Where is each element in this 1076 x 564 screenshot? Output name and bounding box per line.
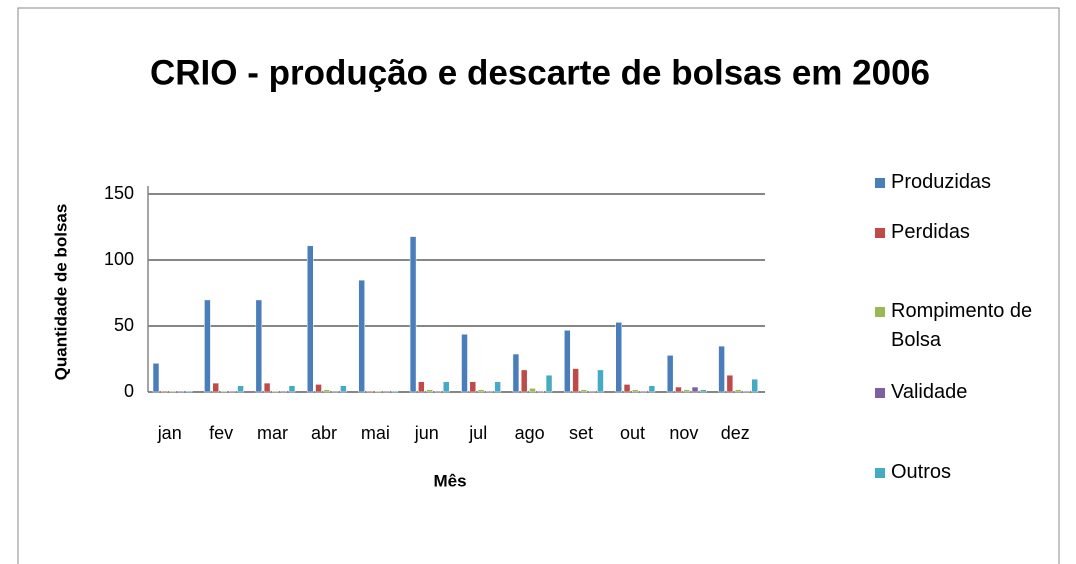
- bar: [597, 369, 604, 393]
- x-tick-label: jun: [414, 423, 439, 443]
- bar: [632, 389, 639, 393]
- legend-label: Outros: [891, 461, 952, 483]
- bar: [152, 363, 160, 393]
- bar: [683, 389, 690, 393]
- legend-item: Rompimento de Bolsa: [875, 297, 1055, 355]
- bar: [477, 389, 485, 393]
- legend-item: Perdidas: [875, 218, 1055, 247]
- bar: [623, 384, 631, 393]
- bar: [374, 390, 382, 393]
- y-tick-label: 100: [104, 249, 134, 269]
- bar: [442, 381, 450, 393]
- bar: [640, 390, 647, 393]
- legend-item: Validade: [875, 378, 1055, 407]
- bar: [237, 385, 244, 393]
- x-tick-label: out: [620, 423, 645, 443]
- x-tick-label: ago: [515, 423, 545, 443]
- legend-label: Validade: [891, 381, 968, 403]
- bar: [486, 390, 493, 393]
- x-axis-label: Mês: [433, 471, 466, 490]
- bar: [229, 390, 236, 393]
- legend-label: Rompimento de Bolsa: [891, 300, 1033, 351]
- bar: [666, 355, 674, 393]
- legend-item: Produzidas: [875, 168, 1055, 197]
- bar: [169, 390, 176, 393]
- bar: [212, 382, 219, 393]
- x-tick-label: mar: [257, 423, 288, 443]
- bar: [280, 390, 287, 393]
- bar: [383, 390, 390, 393]
- chart-title: CRIO - produção e descarte de bolsas em …: [150, 53, 930, 92]
- bar: [220, 390, 228, 393]
- x-tick-label: mai: [361, 423, 390, 443]
- legend-swatch: [875, 468, 885, 478]
- bar: [734, 389, 742, 393]
- legend-swatch: [875, 388, 885, 398]
- bar: [564, 330, 571, 393]
- x-tick-label: nov: [669, 423, 698, 443]
- y-tick-label: 0: [124, 381, 134, 401]
- legend-label: Perdidas: [891, 221, 970, 243]
- x-tick-label: set: [569, 423, 593, 443]
- bar: [691, 386, 699, 393]
- bar: [726, 374, 734, 393]
- legend-label: Produzidas: [891, 171, 992, 193]
- bar: [675, 386, 682, 393]
- x-tick-label: dez: [721, 423, 750, 443]
- bar: [572, 368, 579, 393]
- legend-swatch: [875, 307, 885, 317]
- bar: [409, 236, 417, 393]
- bar: [366, 390, 374, 393]
- bar: [537, 390, 545, 393]
- bar: [529, 388, 536, 393]
- bar: [315, 384, 322, 393]
- bar: [272, 390, 279, 393]
- bar: [469, 381, 477, 393]
- bar: [418, 381, 425, 393]
- bar: [323, 389, 331, 393]
- bar: [545, 374, 553, 393]
- y-tick-label: 150: [104, 183, 134, 203]
- bar: [204, 299, 211, 393]
- y-tick-label: 50: [114, 315, 134, 335]
- bar: [177, 390, 185, 393]
- legend-item: Outros: [875, 458, 1055, 487]
- bar: [340, 385, 347, 393]
- bar: [718, 345, 725, 393]
- legend-swatch: [875, 228, 885, 238]
- bar: [520, 369, 528, 393]
- bar: [461, 333, 468, 393]
- bar: [185, 390, 193, 393]
- x-tick-label: jul: [468, 423, 487, 443]
- bar: [358, 279, 365, 393]
- bar: [751, 378, 758, 393]
- bar: [255, 299, 263, 393]
- x-tick-label: jan: [157, 423, 182, 443]
- x-tick-label: abr: [311, 423, 337, 443]
- bar: [391, 390, 399, 393]
- bar: [512, 353, 520, 393]
- y-axis-label: Quantidade de bolsas: [51, 204, 70, 381]
- bar: [588, 390, 596, 393]
- bar: [263, 382, 271, 393]
- bar: [648, 385, 656, 393]
- bar: [700, 389, 707, 393]
- bar: [434, 390, 442, 393]
- bar: [494, 381, 501, 393]
- chart-border: [17, 7, 1060, 564]
- bar: [288, 385, 296, 393]
- bar: [580, 389, 588, 393]
- bar: [307, 245, 314, 393]
- x-tick-label: fev: [209, 423, 233, 443]
- bar: [615, 322, 622, 393]
- bar: [331, 390, 339, 393]
- bar: [161, 390, 168, 393]
- bar: [426, 389, 433, 393]
- bar: [743, 390, 750, 393]
- legend-swatch: [875, 178, 885, 188]
